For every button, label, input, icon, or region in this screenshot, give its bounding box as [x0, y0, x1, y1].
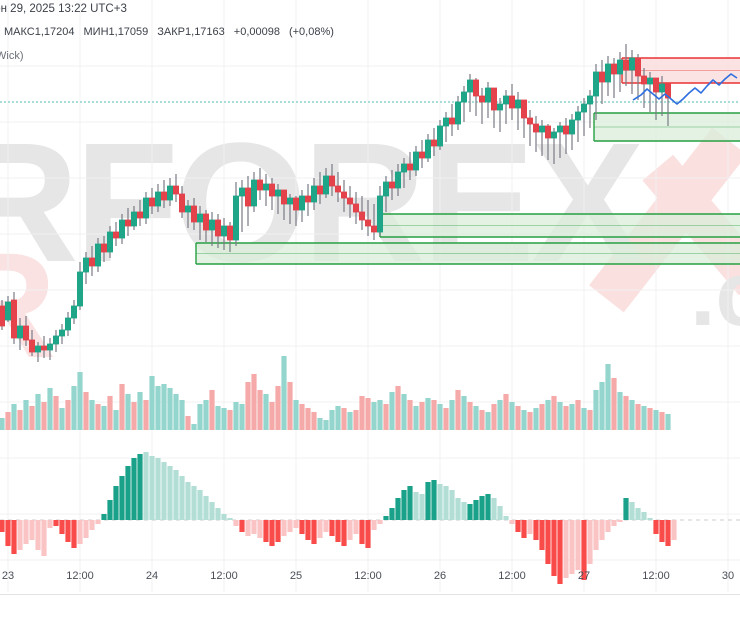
ohlc-legend: МАКС1,17204 МИН1,17059 ЗАКР1,17163 +0,00098…: [4, 26, 334, 38]
low-label: МИН1,17059: [83, 26, 149, 38]
axis-tick-label: 12:00: [642, 570, 670, 582]
close-label: ЗАКР1,17163: [157, 26, 225, 38]
axis-tick-label: 25: [289, 570, 303, 582]
axis-divider: [0, 594, 740, 595]
forecast-line: [632, 73, 738, 105]
high-label: МАКС1,17204: [4, 26, 75, 38]
axis-tick-label: 12:00: [66, 570, 94, 582]
time-axis[interactable]: 23 12:00 24 12:00 25 12:00 26 12:00 27 12:00 30: [0, 568, 740, 592]
axis-tick-label: 24: [145, 570, 159, 582]
axis-tick-label: 12:00: [354, 570, 382, 582]
axis-tick-label: 12:00: [498, 570, 526, 582]
indicator-subtitle: Wick): [0, 50, 24, 62]
axis-tick-label: 30: [721, 570, 735, 582]
chart-datetime: юн 29, 2025 13:22 UTC+3: [0, 3, 127, 15]
axis-tick-label: 12:00: [210, 570, 238, 582]
change-percent: (+0,08%): [288, 26, 334, 38]
axis-tick-label: 27: [577, 570, 591, 582]
axis-tick-label: 26: [433, 570, 447, 582]
axis-tick-label: 23: [1, 570, 15, 582]
macd-histogram: [0, 452, 740, 584]
change-value: +0,00098: [233, 26, 280, 38]
candlestick-series: [0, 44, 672, 362]
volume-series: [0, 356, 671, 430]
